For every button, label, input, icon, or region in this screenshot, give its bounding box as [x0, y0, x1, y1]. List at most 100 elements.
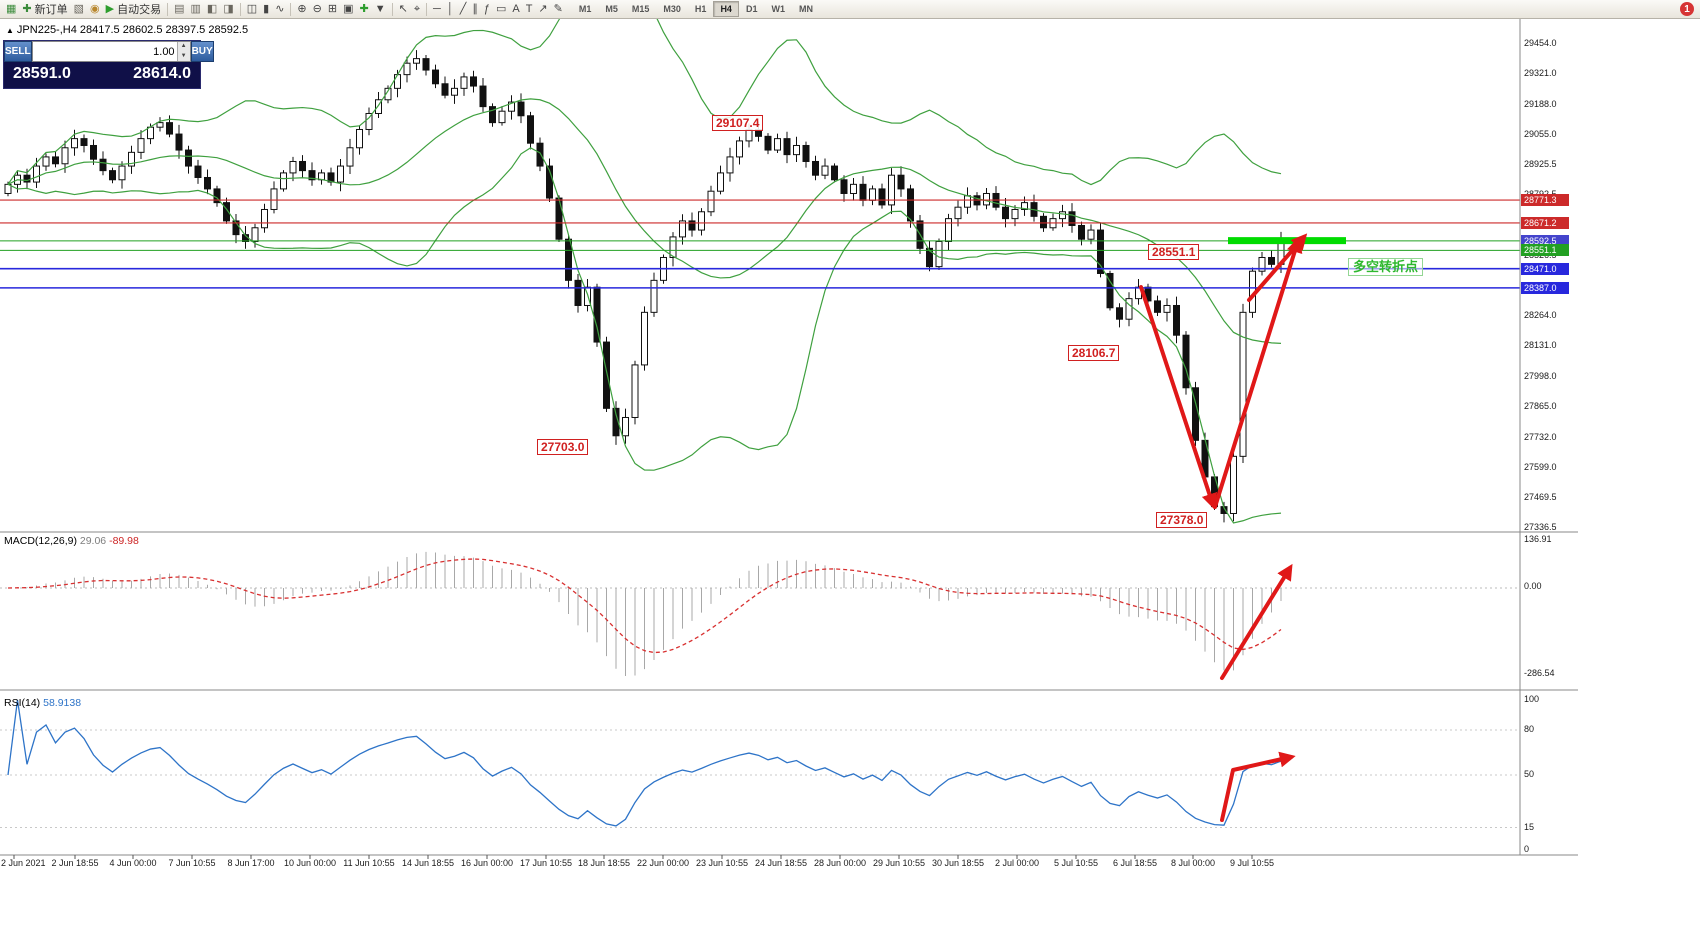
- macd-scale-label: -286.54: [1524, 668, 1555, 678]
- zoom-out-button[interactable]: ⊖: [310, 1, 325, 18]
- timeframe-m5-button[interactable]: M5: [605, 4, 618, 14]
- time-label: 28 Jun 00:00: [813, 858, 867, 868]
- price-callout[interactable]: 27703.0: [537, 439, 589, 455]
- strategy-tester-button[interactable]: ◉: [87, 1, 103, 18]
- indicators-icon: ✚: [359, 2, 369, 15]
- layout-profiles-icon: ▧: [73, 2, 85, 15]
- new-order-button[interactable]: ✚ 新订单: [19, 1, 70, 18]
- market-watch-icon: ▤: [174, 2, 185, 15]
- symbol-ohlc-text: JPN225-,H4 28417.5 28602.5 28397.5 28592…: [16, 24, 249, 36]
- templates-button[interactable]: ▼: [372, 1, 389, 18]
- timeframe-m1-button[interactable]: M1: [578, 4, 592, 14]
- candlestick-chart-button[interactable]: ▮: [260, 1, 272, 18]
- timeframe-w1-button[interactable]: W1: [771, 4, 785, 14]
- buy-button[interactable]: BUY: [190, 41, 214, 62]
- macd-scale-label: 136.91: [1524, 534, 1552, 544]
- time-label: 30 Jun 18:55: [931, 858, 985, 868]
- text-tool-button[interactable]: A: [509, 1, 522, 18]
- draw-tool-button[interactable]: ✎: [551, 1, 566, 18]
- price-tag: 28387.0: [1521, 281, 1569, 294]
- macd-main-value: 29.06: [79, 535, 107, 547]
- time-label: 23 Jun 10:55: [695, 858, 749, 868]
- vertical-line-tool-button[interactable]: │: [444, 1, 457, 18]
- candlestick-chart-icon: ▮: [263, 2, 270, 15]
- market-watch-button[interactable]: ▤: [171, 1, 187, 18]
- time-label: 4 Jun 00:00: [109, 858, 157, 868]
- auto-trading-button[interactable]: ▶ 自动交易: [103, 1, 164, 18]
- trendline-tool-button[interactable]: ╱: [457, 1, 470, 18]
- timeframe-h1-button[interactable]: H1: [694, 4, 707, 14]
- indicators-button[interactable]: ✚: [356, 1, 371, 18]
- arrow-tool-button[interactable]: ↗: [535, 1, 550, 18]
- price-tag: 28551.1: [1521, 244, 1569, 257]
- time-label: 2 Jun 18:55: [51, 858, 99, 868]
- shapes-tool-button[interactable]: ▭: [493, 1, 509, 18]
- label-tool-button[interactable]: T: [523, 1, 536, 18]
- time-label: 8 Jun 17:00: [227, 858, 275, 868]
- notification-badge[interactable]: 1: [1680, 2, 1694, 16]
- turning-point-annotation[interactable]: 多空转折点: [1348, 258, 1424, 276]
- time-label: 5 Jul 10:55: [1053, 858, 1099, 868]
- time-label: 17 Jun 10:55: [519, 858, 573, 868]
- data-window-icon: ▥: [190, 2, 201, 15]
- layout-profiles-button[interactable]: ▧: [71, 1, 87, 18]
- time-label: 8 Jul 00:00: [1170, 858, 1216, 868]
- price-callout[interactable]: 28551.1: [1148, 244, 1200, 260]
- strategy-tester-icon: ◉: [90, 2, 100, 15]
- timeframe-d1-button[interactable]: D1: [745, 4, 758, 14]
- time-label: 18 Jun 18:55: [577, 858, 631, 868]
- volume-down-button[interactable]: ▼: [177, 51, 190, 61]
- volume-input[interactable]: [32, 42, 177, 61]
- price-axis-label: 29454.0: [1524, 38, 1557, 48]
- horizontal-line-tool-icon: ─: [433, 2, 441, 15]
- new-chart-button[interactable]: ▦: [3, 1, 19, 18]
- timeframe-m30-button[interactable]: M30: [663, 4, 681, 14]
- navigator-button[interactable]: ◧: [204, 1, 220, 18]
- price-axis-label: 27865.0: [1524, 401, 1557, 412]
- timeframe-h4-button[interactable]: H4: [713, 1, 739, 17]
- data-window-button[interactable]: ▥: [188, 1, 204, 18]
- price-callout[interactable]: 27378.0: [1156, 512, 1208, 528]
- channel-tool-button[interactable]: ∥: [469, 1, 481, 18]
- trendline-tool-icon: ╱: [459, 2, 467, 15]
- buy-price: 28614.0: [133, 65, 191, 82]
- time-label: 24 Jun 18:55: [754, 858, 808, 868]
- toolbar-separator: [239, 2, 241, 16]
- time-label: 2 Jul 00:00: [994, 858, 1040, 868]
- price-tag: 28471.0: [1521, 262, 1569, 275]
- timeframe-mn-button[interactable]: MN: [798, 4, 813, 14]
- line-chart-icon: ∿: [275, 2, 285, 15]
- price-callout[interactable]: 28106.7: [1068, 345, 1120, 361]
- volume-up-button[interactable]: ▲: [177, 42, 190, 52]
- label-tool-icon: T: [525, 2, 533, 15]
- cascade-windows-button[interactable]: ▣: [340, 1, 356, 18]
- rsi-indicator-label: RSI(14) 58.9138: [4, 697, 81, 709]
- auto-trading-icon: ▶: [105, 2, 115, 15]
- price-axis-label: 29055.0: [1524, 129, 1557, 140]
- sell-button[interactable]: SELL: [4, 41, 32, 62]
- collapse-arrow-icon[interactable]: ▲: [6, 26, 14, 35]
- zoom-in-icon: ⊕: [297, 2, 307, 15]
- text-tool-icon: A: [512, 2, 520, 15]
- tile-windows-button[interactable]: ⊞: [325, 1, 340, 18]
- rsi-scale-label: 50: [1524, 769, 1535, 779]
- fibonacci-tool-button[interactable]: ƒ: [481, 1, 493, 18]
- line-chart-button[interactable]: ∿: [272, 1, 287, 18]
- zoom-in-button[interactable]: ⊕: [294, 1, 309, 18]
- price-callout[interactable]: 29107.4: [712, 115, 764, 131]
- terminal-button[interactable]: ◨: [220, 1, 236, 18]
- crosshair-icon: ⌖: [413, 2, 421, 15]
- horizontal-line-tool-button[interactable]: ─: [430, 1, 444, 18]
- price-tag: 28592.5: [1521, 234, 1569, 247]
- price-axis-label: 28925.5: [1524, 158, 1557, 169]
- cursor-button[interactable]: ↖: [396, 1, 411, 18]
- rsi-scale-label: 15: [1524, 821, 1535, 832]
- timeframe-m15-button[interactable]: M15: [631, 4, 650, 14]
- bar-chart-button[interactable]: ◫: [244, 1, 260, 18]
- crosshair-button[interactable]: ⌖: [411, 1, 423, 18]
- new-chart-icon: ▦: [6, 2, 17, 15]
- rsi-scale-label: 80: [1524, 724, 1535, 734]
- price-axis-label: 28131.0: [1524, 340, 1557, 351]
- price-axis-label: 29321.0: [1524, 68, 1557, 79]
